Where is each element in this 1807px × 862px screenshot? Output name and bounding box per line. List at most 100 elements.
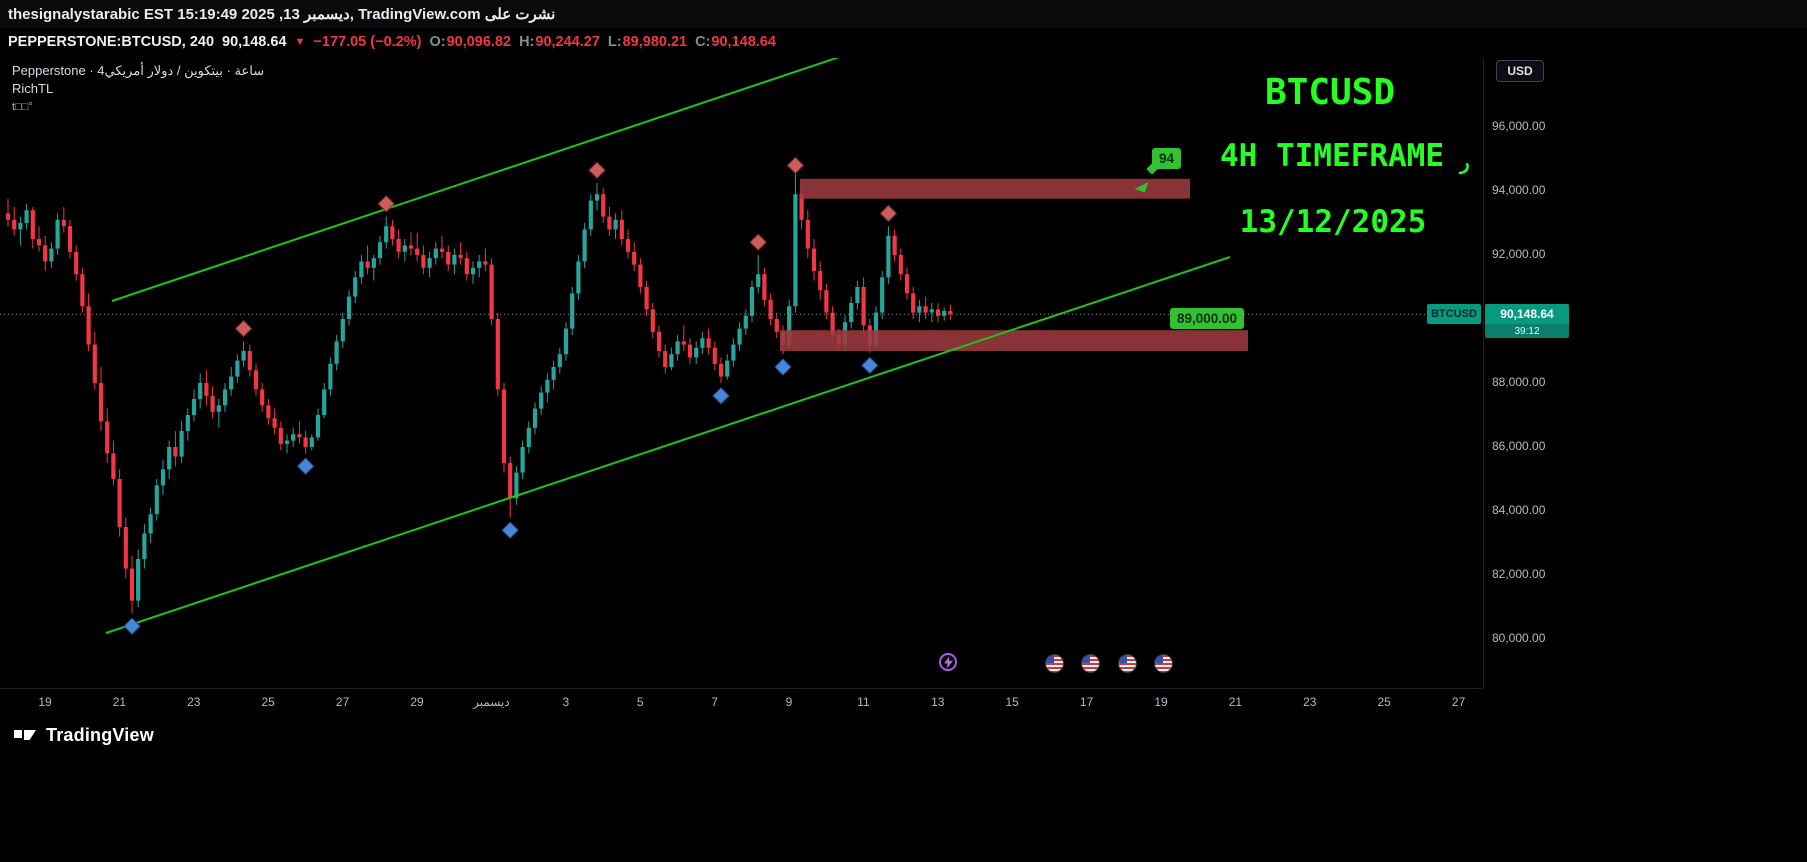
buy-signal-diamond <box>123 617 141 635</box>
candle-body <box>12 219 17 230</box>
candle-body <box>24 210 29 223</box>
lightning-event-icon[interactable] <box>939 653 957 671</box>
candle-body <box>632 251 637 265</box>
candle-body <box>700 338 705 348</box>
candle-body <box>793 194 798 307</box>
price-zone <box>800 178 1190 199</box>
candle-body <box>539 392 544 409</box>
time-axis-label: 15 <box>1005 695 1019 709</box>
sell-signal-diamond <box>786 156 805 175</box>
tradingview-brand-text[interactable]: TradingView <box>46 724 154 745</box>
sell-signal-diamond <box>234 319 253 338</box>
candle-body <box>198 383 203 399</box>
candle-body <box>768 299 773 319</box>
candle-body <box>886 235 891 278</box>
legend-indicator-row[interactable]: RichTL <box>12 81 54 96</box>
candle-body <box>390 226 395 239</box>
candle-body <box>489 264 494 319</box>
down-triangle-icon: ▼ <box>294 36 306 48</box>
candle-body <box>129 568 135 601</box>
candle-body <box>148 514 153 534</box>
price-axis-label: 80,000.00 <box>1492 630 1546 645</box>
candle-body <box>880 277 885 313</box>
buy-signal-diamond <box>501 521 519 539</box>
candle-body <box>80 274 85 307</box>
candle-body <box>458 255 463 259</box>
candle-body <box>495 319 500 390</box>
candle-body <box>849 303 854 323</box>
candle-body <box>824 290 829 313</box>
candle-body <box>371 258 376 268</box>
candle-body <box>142 533 147 559</box>
candle-body <box>346 296 352 319</box>
time-axis-label: 11 <box>857 695 870 709</box>
candle-body <box>545 379 550 393</box>
candle-body <box>904 274 910 294</box>
candle-body <box>663 351 668 367</box>
candle-body <box>787 306 792 345</box>
candle-body <box>433 248 438 259</box>
sell-signal-diamond <box>588 161 606 179</box>
candle-body <box>638 264 643 287</box>
candle-body <box>892 235 897 255</box>
candle-body <box>818 271 823 291</box>
us-flag-event-icon[interactable] <box>1154 654 1173 673</box>
candle-body <box>774 319 779 332</box>
candle-body <box>247 351 252 371</box>
candle-body <box>830 312 835 335</box>
candle-body <box>303 437 308 447</box>
us-flag-event-icon[interactable] <box>1118 654 1137 673</box>
candle-body <box>241 351 246 361</box>
legend-symbol-row[interactable]: Pepperstone · 4ساعة · بيتكوين / دولار أم… <box>12 63 265 78</box>
candle-body <box>309 437 314 447</box>
annotation-title: BTCUSD <box>1264 72 1396 113</box>
candle-body <box>111 453 116 479</box>
legend-indicator-row-2[interactable]: t□□° <box>12 101 33 113</box>
candle-body <box>446 251 451 265</box>
candle-body <box>576 261 581 294</box>
candle-body <box>74 251 79 275</box>
time-axis-label: 27 <box>1451 695 1466 709</box>
candle-body <box>563 328 569 355</box>
chart-plot-area[interactable]: Pepperstone · 4ساعة · بيتكوين / دولار أم… <box>0 58 1483 688</box>
candle-body <box>551 367 556 380</box>
watermark-header: thesignalystarabic EST 15:19:49 ديسمبر 1… <box>0 0 1807 28</box>
candle-body <box>948 311 953 315</box>
candle-body <box>179 431 184 457</box>
candle-body <box>408 245 414 249</box>
candle-body <box>173 447 178 457</box>
candle-body <box>942 311 947 316</box>
candle-body <box>712 347 717 364</box>
close-value: C:90,148.64 <box>695 34 776 50</box>
currency-toggle-button[interactable]: USD <box>1496 60 1544 82</box>
event-icons-row <box>0 58 1483 688</box>
candle-body <box>570 293 575 329</box>
candle-body <box>557 354 562 367</box>
candle-body <box>36 239 42 246</box>
candle-body <box>284 440 290 444</box>
us-flag-event-icon[interactable] <box>1081 654 1100 673</box>
candle-body <box>160 469 166 486</box>
sell-signal-diamond <box>749 233 767 251</box>
candle-body <box>377 242 383 259</box>
time-axis-label: 21 <box>1228 695 1243 709</box>
low-value: L:89,980.21 <box>607 34 688 50</box>
candle-body <box>439 248 445 252</box>
candle-body <box>656 331 662 351</box>
candle-body <box>613 219 618 230</box>
lower-zone-price-label: 89,000.00 <box>1170 308 1245 329</box>
tradingview-logo-icon[interactable] <box>12 722 38 748</box>
price-axis[interactable]: USD 96,000.0094,000.0092,000.0090,000.00… <box>1483 58 1807 688</box>
time-axis-label: 27 <box>335 695 350 709</box>
candle-body <box>396 239 401 252</box>
trendline <box>111 58 840 302</box>
symbol-name[interactable]: PEPPERSTONE:BTCUSD, 240 <box>8 34 215 50</box>
watermark-text: thesignalystarabic EST 15:19:49 ديسمبر 1… <box>8 6 556 23</box>
candle-body <box>384 226 389 243</box>
time-axis-label: 25 <box>261 695 275 709</box>
candle-body <box>167 447 172 470</box>
time-axis[interactable]: 19 21 23 25 27 29 ديسمبر 3 5 7 9 11 13 15 17 19 21 23 25 27 <box>0 688 1483 715</box>
candle-body <box>650 309 655 332</box>
candle-body <box>49 248 54 262</box>
us-flag-event-icon[interactable] <box>1045 654 1064 673</box>
